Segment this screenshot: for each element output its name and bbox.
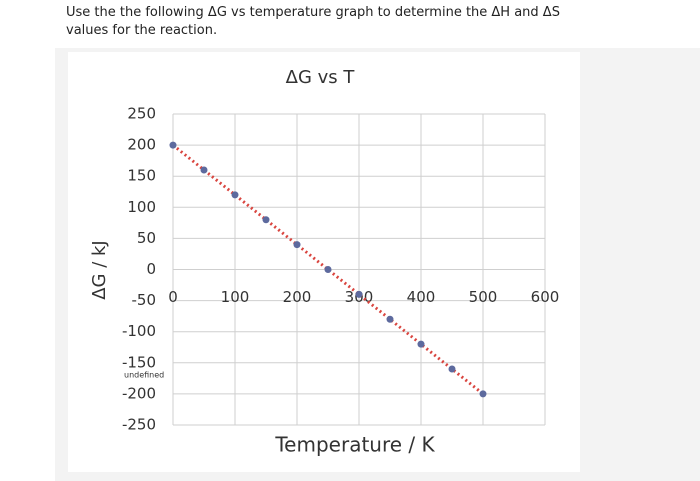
y-tick-label: -100: [122, 322, 156, 340]
data-point: [324, 266, 332, 273]
data-point: [262, 216, 270, 224]
data-point: [293, 241, 301, 249]
y-tick-label: -250: [122, 416, 156, 434]
y-tick-label: 100: [127, 198, 156, 216]
y-tick-label: -50: [132, 291, 157, 309]
x-tick-label: 600: [531, 288, 560, 306]
x-tick-label: 0: [168, 288, 178, 306]
x-tick-label: 500: [469, 288, 498, 306]
y-tick-label: 0: [146, 260, 156, 278]
chart-title: ΔG vs T: [286, 67, 356, 88]
data-point: [355, 290, 363, 298]
data-point: [417, 340, 425, 348]
y-tick-label: -150: [122, 353, 156, 371]
question-text: Use the the following ΔG vs temperature …: [66, 5, 560, 38]
x-axis-label: Temperature / K: [274, 433, 435, 457]
data-point: [200, 166, 208, 174]
chart-area: [68, 52, 580, 472]
y-axis-label: ΔG / kJ: [89, 240, 110, 300]
y-tick-label: -200: [122, 384, 156, 402]
y-tick-label: 50: [137, 229, 156, 247]
annotation: undefined: [124, 371, 164, 380]
y-tick-label: 150: [127, 167, 156, 185]
data-point: [231, 191, 239, 199]
data-point: [448, 365, 456, 373]
x-tick-label: 400: [407, 288, 436, 306]
y-tick-label: 200: [127, 136, 156, 154]
trend-line: [172, 143, 484, 396]
data-point: [386, 315, 394, 323]
x-tick-label: 100: [221, 288, 250, 306]
x-tick-label: 200: [283, 288, 312, 306]
data-point: [479, 390, 487, 398]
y-tick-label: 250: [127, 105, 156, 123]
data-point: [169, 141, 177, 149]
